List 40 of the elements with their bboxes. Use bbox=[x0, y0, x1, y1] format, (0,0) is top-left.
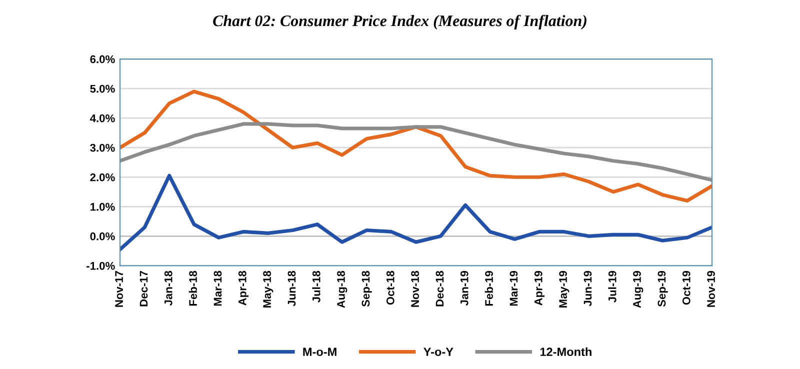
legend-label: Y-o-Y bbox=[424, 348, 454, 356]
y-tick-label: 6.0% bbox=[90, 55, 115, 64]
y-tick-label: 0.0% bbox=[90, 232, 115, 240]
x-tick-label: Jun-18 bbox=[288, 270, 296, 306]
x-tick-label: Nov-17 bbox=[115, 271, 123, 307]
x-tick-label: May-18 bbox=[263, 270, 274, 308]
x-tick-label: Oct-19 bbox=[682, 270, 690, 305]
x-tick-label: Jul-19 bbox=[608, 270, 616, 302]
x-tick-label: Jun-19 bbox=[584, 270, 592, 306]
y-tick-label: 2.0% bbox=[90, 173, 115, 182]
x-tick-label: Jan-18 bbox=[164, 270, 172, 306]
x-tick-label: Aug-19 bbox=[633, 270, 644, 308]
y-tick-label: 5.0% bbox=[90, 84, 115, 93]
x-tick-label: Nov-19 bbox=[707, 270, 715, 307]
chart-title: Chart 02: Consumer Price Index (Measures of Inflation) bbox=[213, 14, 586, 30]
x-tick-label: Mar-19 bbox=[510, 270, 518, 306]
x-tick-label: Nov-18 bbox=[411, 270, 419, 307]
x-tick-label: Sep-18 bbox=[362, 270, 372, 307]
x-tick-label: Sep-19 bbox=[658, 270, 668, 307]
x-tick-label: May-19 bbox=[559, 270, 570, 308]
x-tick-label: Apr-19 bbox=[534, 270, 545, 306]
line-series bbox=[120, 122, 712, 182]
x-tick-label: Mar-18 bbox=[214, 270, 222, 306]
x-tick-label: Dec-17 bbox=[140, 271, 148, 306]
y-tick-label: -1.0% bbox=[86, 262, 115, 270]
line-series bbox=[120, 90, 712, 203]
y-tick-label: 3.0% bbox=[90, 144, 115, 152]
x-tick-label: Feb-18 bbox=[188, 270, 197, 306]
legend-label: 12-Month bbox=[540, 347, 592, 356]
x-tick-label: Jul-18 bbox=[312, 270, 320, 302]
x-tick-label: Dec-18 bbox=[436, 270, 444, 306]
x-tick-label: Jan-19 bbox=[460, 270, 468, 306]
y-tick-label: 1.0% bbox=[90, 202, 115, 211]
y-tick-label: 4.0% bbox=[90, 114, 115, 122]
x-tick-label: Oct-18 bbox=[386, 270, 394, 305]
line-series bbox=[120, 174, 712, 252]
x-tick-label: Aug-18 bbox=[337, 270, 348, 308]
legend-label: M-o-M bbox=[303, 348, 336, 356]
x-tick-label: Apr-18 bbox=[238, 270, 249, 306]
x-tick-label: Feb-19 bbox=[484, 270, 493, 306]
